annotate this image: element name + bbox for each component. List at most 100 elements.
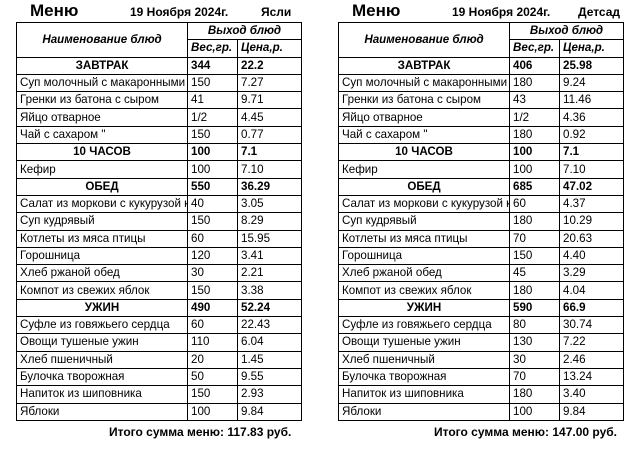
dish-weight: 590 bbox=[509, 298, 560, 318]
dish-price: 6.04 bbox=[237, 333, 302, 352]
dish-price: 9.84 bbox=[559, 402, 624, 421]
dish-weight: 100 bbox=[187, 160, 238, 179]
dish-name: Кефир bbox=[338, 160, 510, 179]
menu-detsad: Меню 19 Ноября 2024г. Детсад Наименовани… bbox=[338, 0, 624, 439]
dish-price: 3.38 bbox=[237, 281, 302, 300]
section-row: ОБЕД 685 47.02 bbox=[338, 177, 624, 196]
dish-weight: 43 bbox=[509, 91, 560, 110]
table-row: Яблоки 100 9.84 bbox=[16, 402, 302, 421]
col-header-name: Наименование блюд bbox=[16, 22, 188, 58]
table-row: Суп кудрявый 180 10.29 bbox=[338, 212, 624, 231]
dish-name: 10 ЧАСОВ bbox=[16, 143, 188, 162]
dish-price: 1.45 bbox=[237, 350, 302, 369]
dish-weight: 20 bbox=[187, 350, 238, 369]
table-row: Хлеб ржаной обед 30 2.21 bbox=[16, 264, 302, 283]
dish-name: Хлеб пшеничный bbox=[16, 350, 188, 369]
dish-price: 15.95 bbox=[237, 229, 302, 248]
dish-price: 9.84 bbox=[237, 402, 302, 421]
dish-weight: 130 bbox=[509, 333, 560, 352]
table-row: Яйцо отварное 1/2 4.45 bbox=[16, 108, 302, 127]
menu-header: Меню 19 Ноября 2024г. Детсад bbox=[338, 0, 623, 22]
table-row: Котлеты из мяса птицы 70 20.63 bbox=[338, 229, 624, 248]
table-row: Хлеб пшеничный 30 2.46 bbox=[338, 350, 624, 369]
dish-name: Овощи тушеные ужин bbox=[16, 333, 188, 352]
dish-weight: 50 bbox=[187, 367, 238, 387]
dish-name: Суп молочный с макаронными bbox=[16, 73, 188, 93]
section-row: УЖИН 490 52.24 bbox=[16, 298, 302, 318]
dish-weight: 100 bbox=[509, 402, 560, 421]
dish-name: Компот из свежих яблок bbox=[16, 281, 188, 300]
table-row: Хлеб ржаной обед 45 3.29 bbox=[338, 264, 624, 283]
dish-price: 7.1 bbox=[559, 143, 624, 162]
dish-price: 47.02 bbox=[559, 177, 624, 196]
table-row: Суфле из говяжьего сердца 80 30.74 bbox=[338, 316, 624, 335]
dish-name: Напиток из шиповника bbox=[338, 385, 510, 404]
table-row: Булочка творожная 70 13.24 bbox=[338, 367, 624, 387]
dish-price: 8.29 bbox=[237, 212, 302, 231]
col-header-weight: Вес,гр. bbox=[509, 39, 560, 58]
dish-price: 4.40 bbox=[559, 246, 624, 266]
dish-name: Суфле из говяжьего сердца bbox=[16, 316, 188, 335]
dish-weight: 30 bbox=[187, 264, 238, 283]
menu-group: Ясли bbox=[261, 5, 292, 19]
menu-table: Наименование блюд Выход блюд Вес,гр. Цен… bbox=[338, 21, 624, 421]
col-header-price: Цена,р. bbox=[237, 39, 302, 58]
dish-name: Суп кудрявый bbox=[16, 212, 188, 231]
dish-price: 4.37 bbox=[559, 194, 624, 214]
menu-title: Меню bbox=[352, 1, 401, 20]
dish-name: Суп молочный с макаронными bbox=[338, 73, 510, 93]
table-row: Суп молочный с макаронными 150 7.27 bbox=[16, 73, 302, 93]
dish-name: Яблоки bbox=[16, 402, 188, 421]
dish-price: 4.04 bbox=[559, 281, 624, 300]
dish-weight: 406 bbox=[509, 56, 560, 75]
table-row: Хлеб пшеничный 20 1.45 bbox=[16, 350, 302, 369]
dish-price: 66.9 bbox=[559, 298, 624, 318]
table-row: Компот из свежих яблок 180 4.04 bbox=[338, 281, 624, 300]
table-row: Суп молочный с макаронными 180 9.24 bbox=[338, 73, 624, 93]
dish-weight: 30 bbox=[509, 350, 560, 369]
dish-weight: 70 bbox=[509, 367, 560, 387]
dish-name: Булочка творожная bbox=[16, 367, 188, 387]
dish-price: 3.05 bbox=[237, 194, 302, 214]
table-row: Напиток из шиповника 180 3.40 bbox=[338, 385, 624, 404]
dish-weight: 60 bbox=[187, 229, 238, 248]
table-row: Салат из моркови с кукурузой к 40 3.05 bbox=[16, 194, 302, 214]
dish-name: Булочка творожная bbox=[338, 367, 510, 387]
section-row: УЖИН 590 66.9 bbox=[338, 298, 624, 318]
dish-price: 4.36 bbox=[559, 108, 624, 127]
menu-rows: ЗАВТРАК 344 22.2 Суп молочный с макаронными… bbox=[16, 56, 302, 421]
dish-name: Котлеты из мяса птицы bbox=[338, 229, 510, 248]
table-row: Напиток из шиповника 150 2.93 bbox=[16, 385, 302, 404]
section-row: ЗАВТРАК 406 25.98 bbox=[338, 56, 624, 75]
dish-name: Горошница bbox=[338, 246, 510, 266]
dish-price: 25.98 bbox=[559, 56, 624, 75]
dish-name: Хлеб ржаной обед bbox=[16, 264, 188, 283]
dish-weight: 45 bbox=[509, 264, 560, 283]
table-row: Суфле из говяжьего сердца 60 22.43 bbox=[16, 316, 302, 335]
dish-price: 36.29 bbox=[237, 177, 302, 196]
dish-weight: 180 bbox=[509, 385, 560, 404]
dish-price: 2.21 bbox=[237, 264, 302, 283]
dish-name: Горошница bbox=[16, 246, 188, 266]
dish-price: 4.45 bbox=[237, 108, 302, 127]
menu-date: 19 Ноября 2024г. bbox=[452, 5, 551, 19]
total-value: 117.83 руб. bbox=[227, 425, 292, 439]
dish-weight: 150 bbox=[187, 212, 238, 231]
dish-name: ЗАВТРАК bbox=[338, 56, 510, 75]
table-row: Булочка творожная 50 9.55 bbox=[16, 367, 302, 387]
menu-header: Меню 19 Ноября 2024г. Ясли bbox=[16, 0, 301, 22]
dish-price: 22.43 bbox=[237, 316, 302, 335]
dish-price: 2.46 bbox=[559, 350, 624, 369]
dish-name: Суп кудрявый bbox=[338, 212, 510, 231]
dish-weight: 150 bbox=[187, 385, 238, 404]
dish-name: ОБЕД bbox=[338, 177, 510, 196]
col-header-output: Выход блюд bbox=[509, 21, 624, 41]
dish-price: 9.24 bbox=[559, 73, 624, 93]
table-row: Яблоки 100 9.84 bbox=[338, 402, 624, 421]
dish-name: УЖИН bbox=[338, 298, 510, 318]
dish-weight: 100 bbox=[509, 143, 560, 162]
table-row: Компот из свежих яблок 150 3.38 bbox=[16, 281, 302, 300]
total-value: 147.00 руб. bbox=[552, 425, 617, 439]
menu-title: Меню bbox=[30, 1, 79, 20]
col-header-output: Выход блюд bbox=[187, 21, 302, 41]
